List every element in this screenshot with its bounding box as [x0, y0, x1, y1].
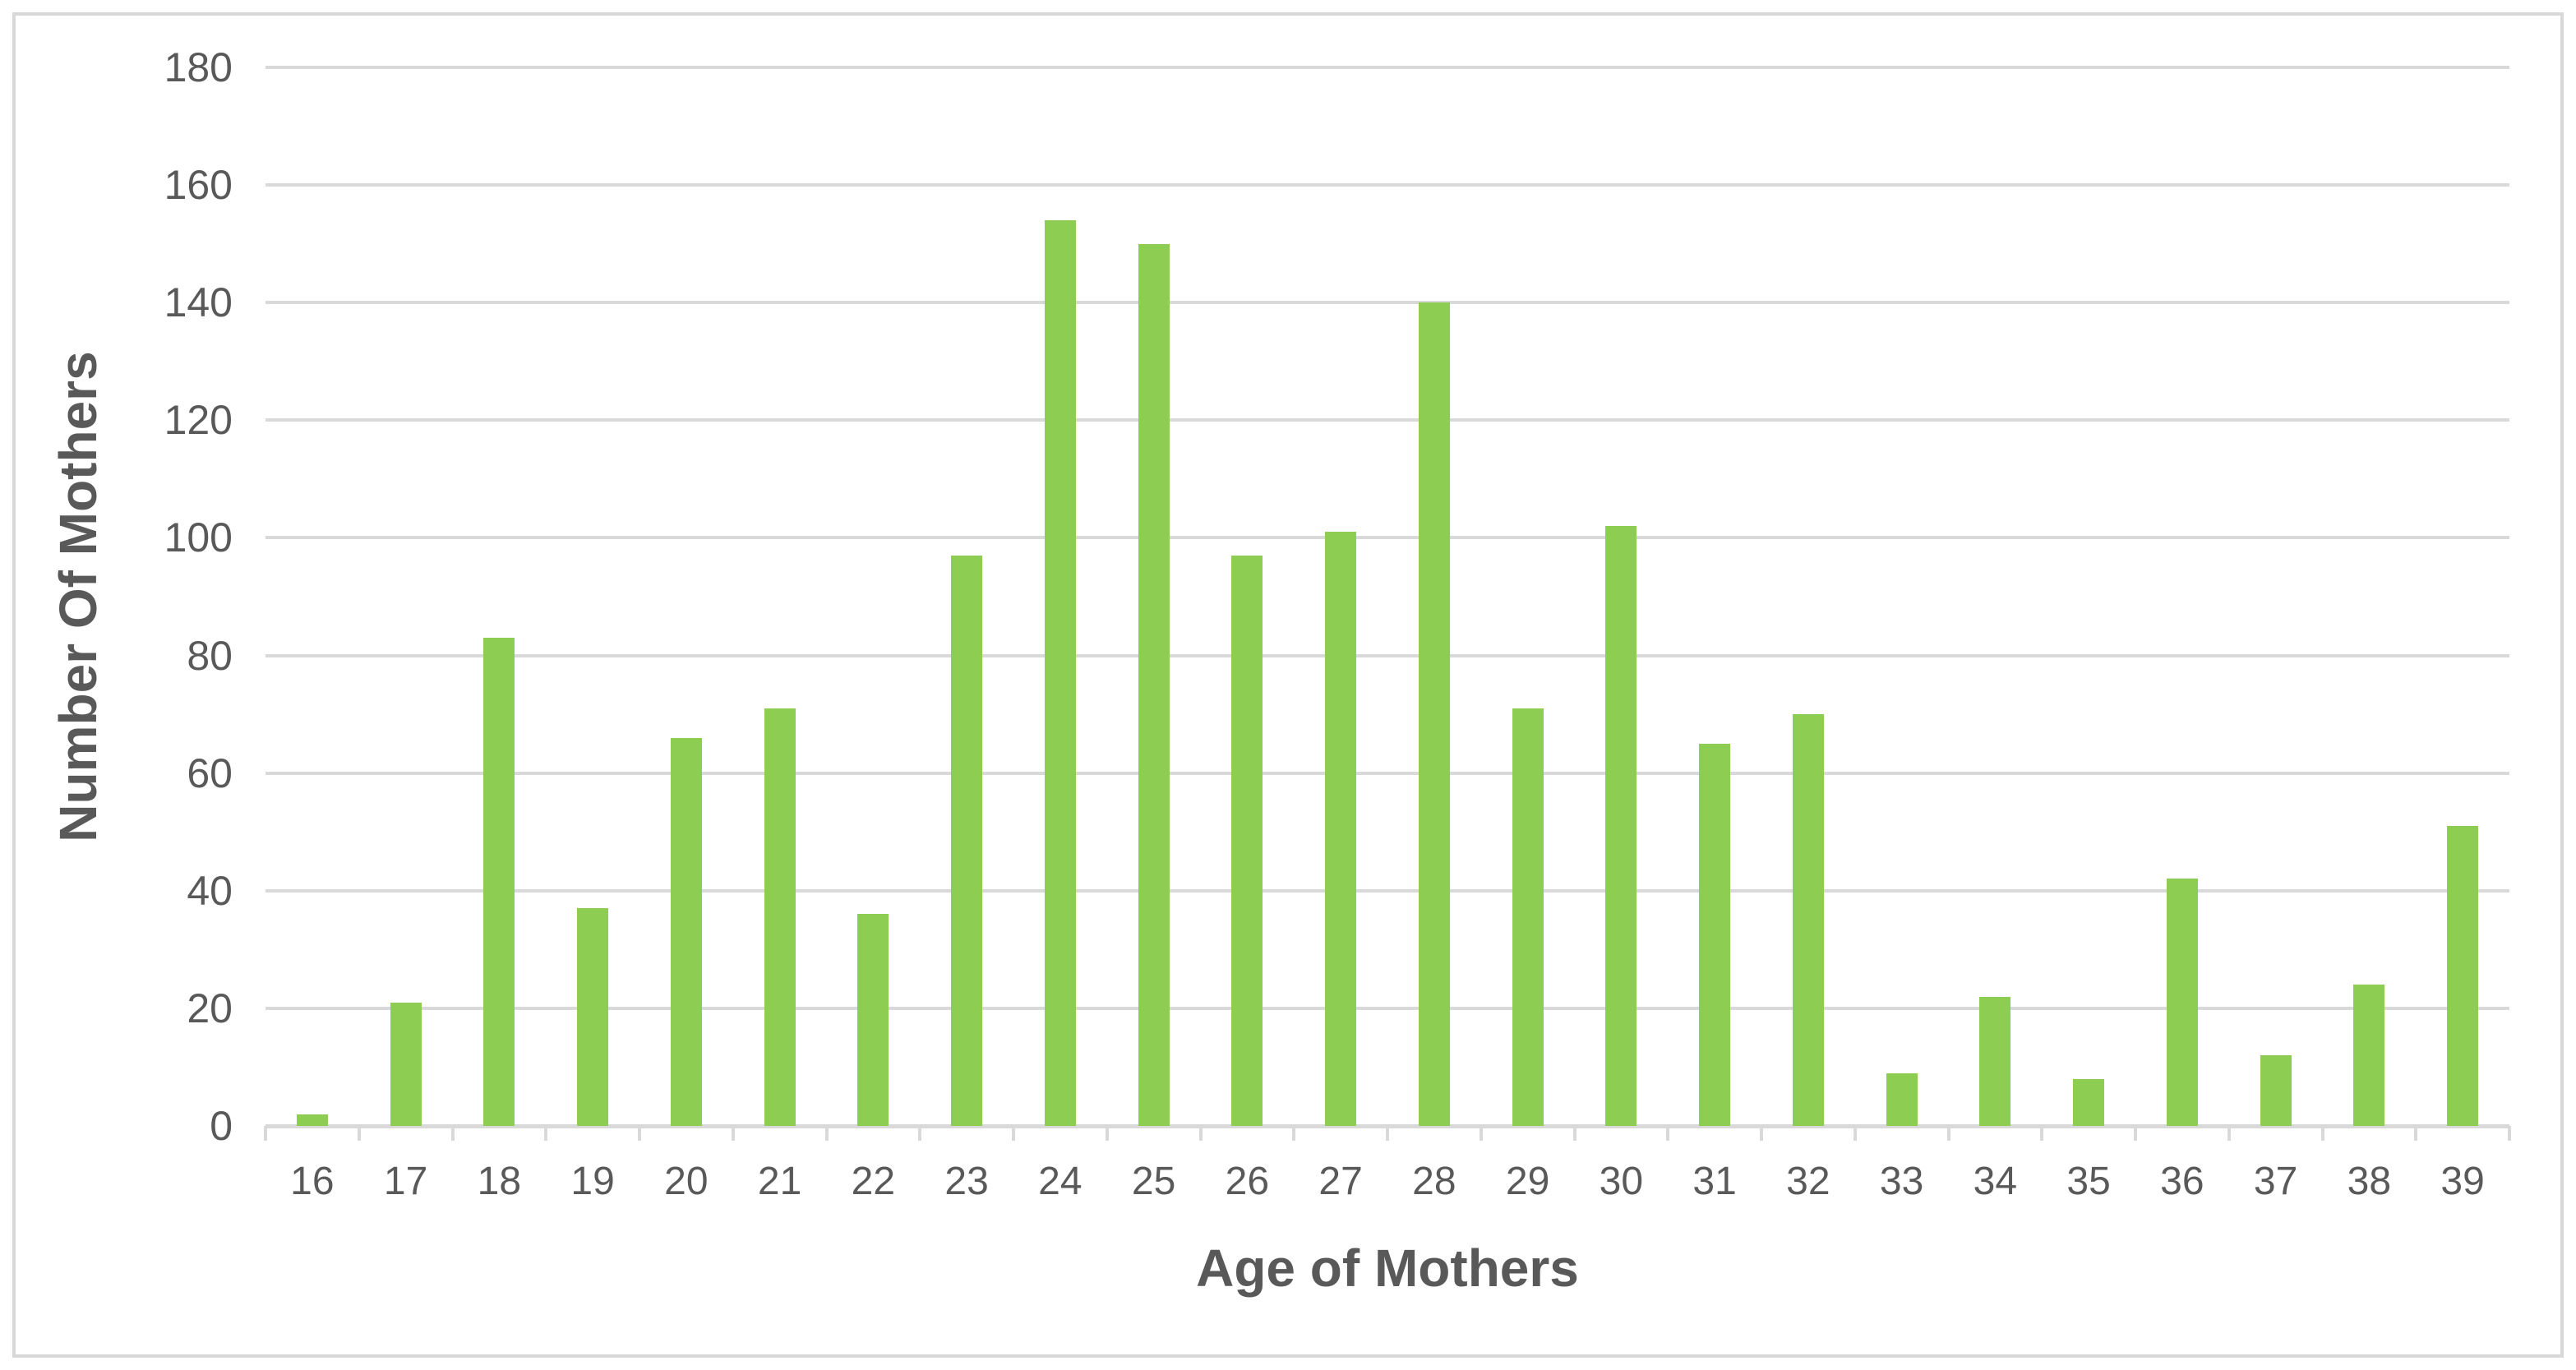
y-tick-label-140: 140: [164, 279, 233, 326]
x-tick-label-18: 18: [477, 1160, 522, 1203]
x-axis-tick: [2040, 1126, 2044, 1141]
bar-16: [296, 1114, 328, 1126]
bar-24: [1044, 220, 1076, 1126]
x-axis-tick: [1386, 1126, 1389, 1141]
y-tick-label-80: 80: [187, 632, 233, 679]
gridline-160: [265, 183, 2509, 187]
x-axis-tick: [450, 1126, 455, 1141]
x-axis-tick: [918, 1126, 922, 1141]
gridline-180: [265, 66, 2509, 69]
x-axis-tick: [1292, 1126, 1296, 1141]
x-axis-tick: [1105, 1126, 1109, 1141]
bar-30: [1605, 526, 1637, 1126]
chart-border: [12, 12, 2564, 1358]
y-tick-label-120: 120: [164, 397, 233, 444]
bar-25: [1138, 243, 1170, 1126]
x-tick-label-28: 28: [1412, 1160, 1457, 1203]
x-tick-label-34: 34: [1973, 1160, 2018, 1203]
bar-28: [1418, 302, 1450, 1126]
x-axis-tick: [1572, 1126, 1577, 1141]
x-axis-tick: [1853, 1126, 1857, 1141]
bar-39: [2447, 826, 2479, 1126]
x-tick-label-23: 23: [944, 1160, 989, 1203]
x-axis-tick: [357, 1126, 361, 1141]
bar-26: [1231, 555, 1263, 1126]
x-tick-label-32: 32: [1786, 1160, 1830, 1203]
y-tick-label-100: 100: [164, 514, 233, 561]
x-tick-label-37: 37: [2253, 1160, 2298, 1203]
x-tick-label-21: 21: [757, 1160, 802, 1203]
x-axis-tick: [638, 1126, 641, 1141]
x-axis-tick: [1479, 1126, 1483, 1141]
bar-32: [1792, 714, 1824, 1126]
gridline-80: [265, 653, 2509, 657]
x-tick-label-36: 36: [2160, 1160, 2204, 1203]
x-tick-label-35: 35: [2066, 1160, 2111, 1203]
x-axis-tick: [1666, 1126, 1670, 1141]
gridline-40: [265, 888, 2509, 893]
x-tick-label-31: 31: [1692, 1160, 1737, 1203]
bar-38: [2353, 985, 2385, 1126]
bar-18: [483, 638, 515, 1126]
bar-34: [1979, 996, 2011, 1126]
x-axis-tick: [264, 1126, 267, 1141]
x-axis-tick: [544, 1126, 548, 1141]
x-tick-label-26: 26: [1225, 1160, 1270, 1203]
x-axis-tick: [824, 1126, 829, 1141]
x-tick-label-22: 22: [851, 1160, 896, 1203]
y-tick-label-20: 20: [187, 985, 233, 1031]
x-tick-label-39: 39: [2440, 1160, 2485, 1203]
x-axis-tick: [1012, 1126, 1015, 1141]
gridline-20: [265, 1006, 2509, 1010]
x-tick-label-29: 29: [1505, 1160, 1550, 1203]
x-axis-tick: [2508, 1126, 2511, 1141]
bar-20: [670, 737, 702, 1126]
bar-22: [857, 914, 889, 1126]
bar-21: [764, 708, 796, 1126]
x-tick-label-33: 33: [1879, 1160, 1924, 1203]
bar-19: [577, 908, 609, 1126]
x-tick-label-16: 16: [290, 1160, 335, 1203]
x-tick-label-38: 38: [2347, 1160, 2392, 1203]
bar-23: [951, 555, 983, 1126]
bar-33: [1886, 1072, 1918, 1126]
x-tick-label-24: 24: [1038, 1160, 1083, 1203]
gridline-100: [265, 536, 2509, 540]
bar-17: [390, 1002, 422, 1126]
x-tick-label-27: 27: [1318, 1160, 1363, 1203]
bar-29: [1512, 708, 1544, 1126]
y-axis-title: Number Of Mothers: [48, 351, 108, 842]
bar-27: [1325, 532, 1357, 1126]
bar-36: [2166, 879, 2198, 1126]
x-axis-tick: [2414, 1126, 2418, 1141]
x-axis-tick: [2320, 1126, 2324, 1141]
bar-31: [1699, 743, 1731, 1126]
x-tick-label-25: 25: [1131, 1160, 1176, 1203]
gridline-140: [265, 301, 2509, 305]
gridline-120: [265, 418, 2509, 422]
x-axis-title: Age of Mothers: [1196, 1239, 1579, 1298]
x-tick-label-30: 30: [1599, 1160, 1644, 1203]
x-tick-label-20: 20: [664, 1160, 709, 1203]
x-axis-tick: [1760, 1126, 1763, 1141]
x-tick-label-17: 17: [383, 1160, 428, 1203]
y-tick-label-0: 0: [210, 1103, 233, 1149]
y-tick-label-180: 180: [164, 44, 233, 90]
gridline-60: [265, 771, 2509, 775]
x-axis-tick: [731, 1126, 735, 1141]
y-tick-label-40: 40: [187, 867, 233, 914]
x-axis-tick: [1946, 1126, 1950, 1141]
x-axis-tick: [1198, 1126, 1203, 1141]
bar-35: [2073, 1078, 2105, 1126]
x-axis-tick: [2134, 1126, 2137, 1141]
x-axis-tick: [2227, 1126, 2231, 1141]
y-tick-label-160: 160: [164, 162, 233, 209]
x-tick-label-19: 19: [570, 1160, 615, 1203]
y-tick-label-60: 60: [187, 750, 233, 796]
bar-37: [2260, 1055, 2292, 1126]
